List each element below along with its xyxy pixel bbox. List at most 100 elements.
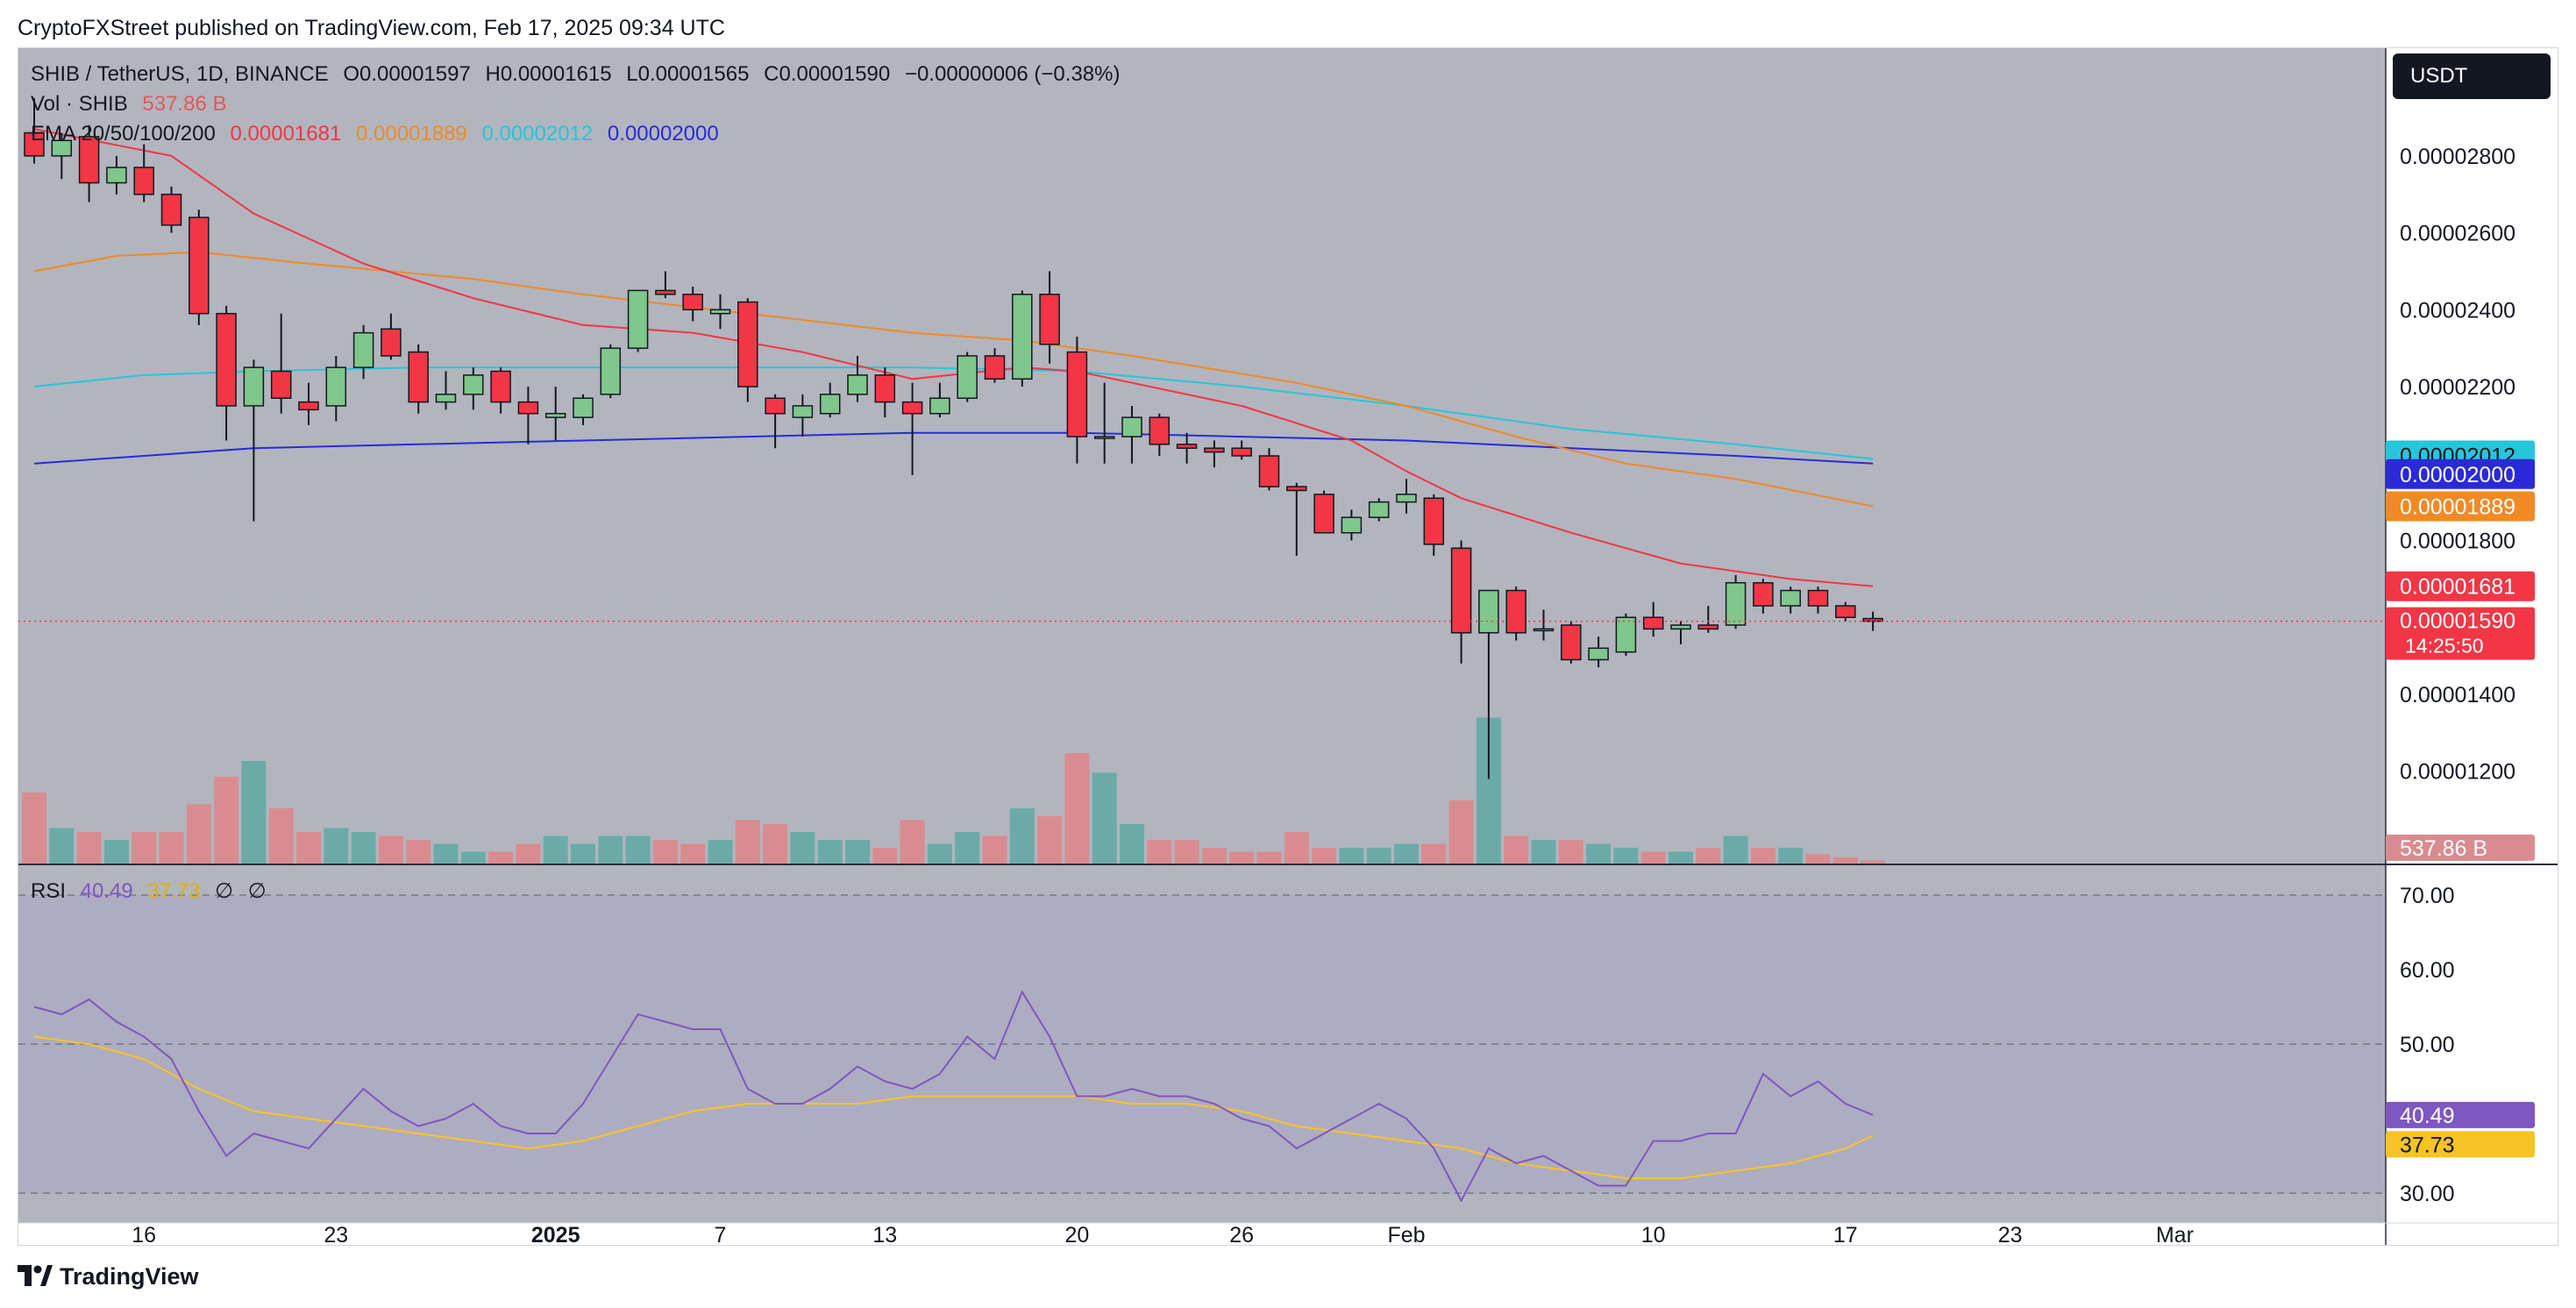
legend-rsi-ma-value: 37.73 — [147, 879, 201, 903]
volume-bar — [268, 808, 294, 864]
candle-body — [1835, 605, 1856, 618]
legend-rsi-value: 40.49 — [80, 879, 133, 903]
volume-bar — [680, 843, 706, 864]
volume-bar — [845, 840, 870, 864]
price-tick-label: 0.00002800 — [2400, 145, 2516, 169]
rsi-ma-value-tag-bg — [2386, 1131, 2535, 1158]
legend-ema100: 0.00002012 — [481, 122, 594, 146]
candle-body — [490, 370, 511, 403]
candle-body — [189, 217, 210, 315]
ema200-price-tag: 0.00002000 — [2400, 463, 2516, 487]
volume-bar — [1064, 753, 1090, 864]
volume-bar — [1696, 848, 1721, 864]
time-tick-label: 26 — [1229, 1223, 1254, 1246]
time-tick-label: 16 — [132, 1223, 156, 1246]
volume-bar — [1750, 848, 1775, 864]
price-chart[interactable]: 0.000030000.000028000.000026000.00002400… — [18, 48, 2558, 1246]
candle-body — [627, 289, 649, 349]
legend-rsi-extra-1: ∅ — [215, 879, 234, 903]
legend-ema-row: EMA 20/50/100/200 0.00001681 0.00001889 … — [31, 120, 728, 148]
volume-bar — [1448, 800, 1474, 864]
candle-body — [1149, 416, 1171, 445]
candle-body — [1396, 494, 1417, 503]
volume-bar — [1174, 840, 1199, 864]
time-tick-label: Mar — [2156, 1223, 2194, 1246]
volume-bar — [872, 848, 898, 864]
volume-bar — [1778, 848, 1804, 864]
time-tick-label: 23 — [1998, 1223, 2023, 1246]
candle-body — [381, 328, 402, 357]
time-tick-label: 10 — [1641, 1223, 1666, 1246]
volume-bar — [1586, 843, 1612, 864]
price-tick-label: 0.00002400 — [2400, 298, 2516, 323]
candle-body — [160, 193, 182, 226]
volume-bar — [708, 840, 733, 864]
volume-bar — [543, 835, 568, 864]
volume-bar — [571, 843, 595, 864]
candle-body — [1780, 589, 1801, 607]
legend-ema-label[interactable]: EMA 20/50/100/200 — [31, 122, 216, 146]
tradingview-footer[interactable]: TradingView — [18, 1261, 199, 1292]
ema50-price-tag: 0.00001889 — [2400, 494, 2516, 519]
candle-body — [573, 397, 594, 418]
volume-bar — [625, 835, 651, 864]
volume-bar — [763, 824, 788, 864]
volume-bar — [1256, 851, 1282, 864]
volume-bar — [1092, 772, 1117, 864]
chart-frame[interactable]: 0.000030000.000028000.000026000.00002400… — [18, 47, 2558, 1246]
rsi-tick-label: 30.00 — [2400, 1182, 2455, 1206]
time-tick-label: 20 — [1064, 1223, 1089, 1246]
time-tick-label: Feb — [1387, 1223, 1425, 1246]
tradingview-logo-icon — [18, 1262, 53, 1294]
legend-rsi-label[interactable]: RSI — [31, 879, 67, 903]
candle-body — [1533, 628, 1555, 632]
time-tick-label: 2025 — [531, 1223, 580, 1246]
volume-bar — [296, 832, 321, 864]
candle-body — [1725, 582, 1747, 626]
rsi-line — [33, 990, 1874, 1203]
candle-body — [1450, 547, 1472, 634]
last-price-tag-bg — [2386, 607, 2535, 660]
price-tick-label: 0.00002600 — [2400, 222, 2516, 246]
volume-bar — [1640, 851, 1666, 864]
volume-bar — [1669, 851, 1693, 864]
volume-bar — [132, 832, 157, 864]
price-tick-label: 0.00001200 — [2400, 760, 2516, 785]
candle-body — [1505, 589, 1526, 634]
legend-ema200: 0.00002000 — [607, 122, 719, 146]
candle-body — [1341, 516, 1363, 534]
candle-body — [517, 401, 539, 415]
legend-symbol[interactable]: SHIB / TetherUS, 1D, BINANCE — [31, 62, 329, 86]
candle-body — [1642, 616, 1664, 630]
candle-body — [655, 289, 676, 295]
rsi-ma-line — [33, 1035, 1874, 1179]
candle-body — [1176, 444, 1198, 449]
candle-body — [544, 412, 566, 418]
time-tick-label: 17 — [1833, 1223, 1858, 1246]
candle-body — [984, 355, 1006, 380]
currency-button[interactable]: USDT — [2393, 53, 2551, 99]
candle-body — [1204, 447, 1225, 453]
price-pane-bg — [18, 48, 2386, 864]
volume-bar — [433, 843, 459, 864]
volume-bar — [1421, 843, 1447, 864]
candle-body — [957, 355, 978, 399]
candle-body — [1258, 455, 1280, 487]
candle-body — [600, 347, 622, 395]
candle-body — [78, 136, 100, 184]
rsi-value-tag-bg — [2386, 1101, 2535, 1128]
volume-bar — [1805, 854, 1831, 864]
legend-vol-label[interactable]: Vol · SHIB — [31, 92, 128, 116]
candle-body — [51, 139, 73, 157]
candle-body — [1862, 617, 1883, 622]
candle-body — [847, 374, 868, 395]
candle-body — [216, 312, 237, 407]
price-tick-label: 0.00001800 — [2400, 530, 2516, 554]
volume-bar — [1861, 860, 1886, 864]
countdown-tag: 14:25:50 — [2405, 635, 2484, 658]
volume-bar — [1558, 840, 1583, 864]
volume-bar — [214, 777, 239, 864]
volume-bar — [1366, 848, 1391, 864]
candle-body — [682, 294, 703, 311]
legend-rsi-row: RSI 40.49 37.73 ∅ ∅ — [31, 878, 275, 906]
